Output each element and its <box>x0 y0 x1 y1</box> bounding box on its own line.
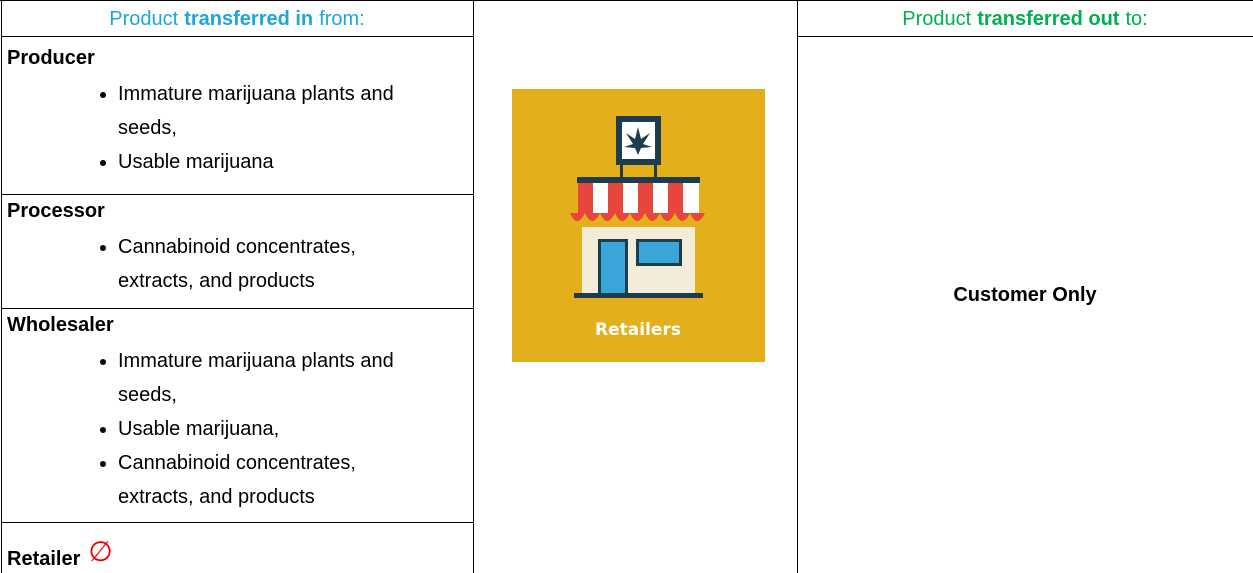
header-bold: transferred in <box>184 8 314 30</box>
section: Processor Cannabinoid concentrates, extr… <box>1 195 473 308</box>
list-item: Cannabinoid concentrates, extracts, and … <box>118 230 418 298</box>
section-title: Processor <box>7 200 105 222</box>
border <box>0 0 1253 1</box>
section: Producer Immature marijuana plants and s… <box>1 37 473 194</box>
section: Wholesaler Immature marijuana plants and… <box>1 309 473 522</box>
header-text: Product <box>109 8 179 30</box>
header-text: Product <box>902 8 972 30</box>
header-text: from: <box>319 8 365 30</box>
destination: Customer Only <box>953 284 1097 306</box>
none-symbol: ∅ <box>88 536 113 567</box>
header-right: Product transferred out to: <box>797 1 1253 37</box>
header-left: Product transferred in from: <box>1 1 473 37</box>
section: Retailer ∅ <box>1 523 473 573</box>
border <box>797 0 798 573</box>
border <box>1 0 2 573</box>
list-item: Usable marijuana <box>118 145 418 179</box>
image-label: Retailers <box>595 320 681 340</box>
border <box>1 36 473 37</box>
retailer-icon: Retailers <box>512 89 765 362</box>
section-title: Producer <box>7 47 95 69</box>
list: Cannabinoid concentrates, extracts, and … <box>1 230 418 298</box>
section-title: Retailer <box>7 548 81 570</box>
list-item: Cannabinoid concentrates, extracts, and … <box>118 446 418 514</box>
list-item: Immature marijuana plants and seeds, <box>118 344 418 412</box>
section-title: Wholesaler <box>7 314 114 336</box>
list-item: Usable marijuana, <box>118 412 418 446</box>
border <box>1 308 473 309</box>
list: Immature marijuana plants and seeds,Usab… <box>1 344 418 514</box>
border <box>797 36 1253 37</box>
border <box>473 0 474 573</box>
border <box>1 194 473 195</box>
border <box>1 522 473 523</box>
header-bold: transferred out <box>977 8 1120 30</box>
list: Immature marijuana plants and seeds,Usab… <box>1 77 418 179</box>
list-item: Immature marijuana plants and seeds, <box>118 77 418 145</box>
header-text: to: <box>1125 8 1148 30</box>
